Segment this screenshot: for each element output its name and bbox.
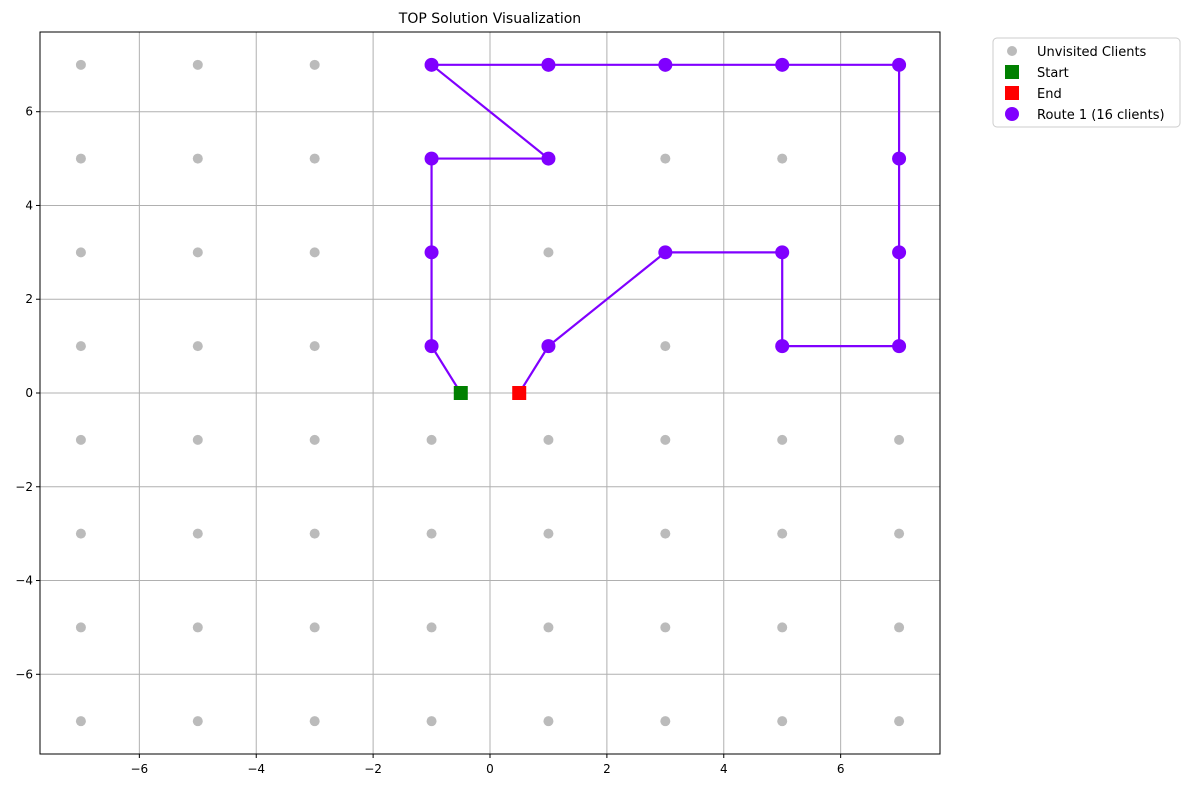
route-client-point xyxy=(424,245,439,260)
legend-marker-start xyxy=(1005,65,1019,79)
unvisited-client-point xyxy=(777,716,788,727)
unvisited-client-point xyxy=(75,528,86,539)
unvisited-client-point xyxy=(75,622,86,633)
route-1-line xyxy=(430,63,901,394)
unvisited-client-point xyxy=(75,59,86,70)
unvisited-client-point xyxy=(309,622,320,633)
route-layer xyxy=(424,57,907,400)
x-tick-label: 2 xyxy=(603,762,611,776)
unvisited-client-point xyxy=(192,247,203,258)
route-client-point xyxy=(892,339,907,354)
unvisited-client-point xyxy=(543,716,554,727)
y-tick-label: 2 xyxy=(25,292,33,306)
unvisited-client-point xyxy=(192,153,203,164)
route-client-point xyxy=(424,151,439,166)
grid-lines xyxy=(40,32,940,754)
axis-ticks: −6 −4 −2 0 2 4 6 −6 −4 −2 0 2 4 6 xyxy=(15,105,844,776)
route-client-point xyxy=(775,57,790,72)
unvisited-client-point xyxy=(660,153,671,164)
route-client-point xyxy=(775,245,790,260)
legend-marker-route xyxy=(1005,107,1019,121)
x-tick-label: 4 xyxy=(720,762,728,776)
y-tick-label: 4 xyxy=(25,198,33,212)
chart-title: TOP Solution Visualization xyxy=(398,11,581,27)
unvisited-client-point xyxy=(426,434,437,445)
unvisited-client-point xyxy=(309,716,320,727)
unvisited-client-point xyxy=(75,341,86,352)
route-client-point xyxy=(892,57,907,72)
unvisited-client-point xyxy=(660,341,671,352)
unvisited-client-point xyxy=(192,59,203,70)
unvisited-client-point xyxy=(660,434,671,445)
start-depot-marker xyxy=(453,386,468,400)
unvisited-client-point xyxy=(543,247,554,258)
unvisited-client-point xyxy=(309,528,320,539)
route-client-point xyxy=(541,57,556,72)
unvisited-client-point xyxy=(192,716,203,727)
x-tick-label: −6 xyxy=(130,762,148,776)
x-tick-label: 0 xyxy=(486,762,494,776)
legend-marker-end xyxy=(1005,86,1019,100)
route-client-point xyxy=(541,151,556,166)
unvisited-client-point xyxy=(309,434,320,445)
route-client-point xyxy=(541,339,556,354)
unvisited-client-point xyxy=(894,716,905,727)
legend-marker-unvisited xyxy=(1007,46,1017,56)
unvisited-client-point xyxy=(75,153,86,164)
unvisited-client-point xyxy=(894,622,905,633)
unvisited-client-point xyxy=(309,341,320,352)
x-tick-label: −4 xyxy=(247,762,265,776)
unvisited-client-point xyxy=(192,341,203,352)
unvisited-client-point xyxy=(426,622,437,633)
legend: Unvisited Clients Start End Route 1 (16 … xyxy=(992,37,1181,128)
x-tick-label: 6 xyxy=(837,762,845,776)
unvisited-client-point xyxy=(777,434,788,445)
unvisited-client-point xyxy=(309,153,320,164)
unvisited-client-point xyxy=(660,622,671,633)
unvisited-client-point xyxy=(777,528,788,539)
unvisited-client-point xyxy=(777,622,788,633)
unvisited-client-point xyxy=(543,528,554,539)
unvisited-client-point xyxy=(192,434,203,445)
unvisited-client-point xyxy=(894,528,905,539)
legend-label-route: Route 1 (16 clients) xyxy=(1037,108,1165,123)
route-client-point xyxy=(424,57,439,72)
y-tick-label: 6 xyxy=(25,105,33,119)
legend-label-unvisited: Unvisited Clients xyxy=(1037,45,1147,60)
legend-frame xyxy=(992,37,1181,128)
unvisited-client-point xyxy=(777,153,788,164)
route-client-point xyxy=(892,245,907,260)
y-tick-label: −4 xyxy=(15,574,33,588)
route-client-point xyxy=(775,339,790,354)
y-tick-label: −6 xyxy=(15,667,33,681)
route-client-point xyxy=(658,57,673,72)
unvisited-client-point xyxy=(75,716,86,727)
unvisited-client-point xyxy=(543,622,554,633)
x-tick-label: −2 xyxy=(364,762,382,776)
unvisited-client-point xyxy=(75,247,86,258)
unvisited-client-point xyxy=(309,247,320,258)
unvisited-client-point xyxy=(75,434,86,445)
legend-label-start: Start xyxy=(1037,66,1069,81)
unvisited-client-point xyxy=(660,528,671,539)
unvisited-client-point xyxy=(543,434,554,445)
unvisited-client-point xyxy=(192,622,203,633)
points-layer xyxy=(75,59,905,727)
y-tick-label: −2 xyxy=(15,480,33,494)
y-tick-label: 0 xyxy=(25,386,33,400)
unvisited-client-point xyxy=(426,528,437,539)
route-client-point xyxy=(424,339,439,354)
unvisited-client-point xyxy=(894,434,905,445)
unvisited-client-point xyxy=(192,528,203,539)
route-client-point xyxy=(892,151,907,166)
route-client-point xyxy=(658,245,673,260)
unvisited-client-point xyxy=(309,59,320,70)
legend-label-end: End xyxy=(1037,87,1062,102)
end-depot-marker xyxy=(512,386,527,400)
unvisited-client-point xyxy=(426,716,437,727)
unvisited-client-point xyxy=(660,716,671,727)
